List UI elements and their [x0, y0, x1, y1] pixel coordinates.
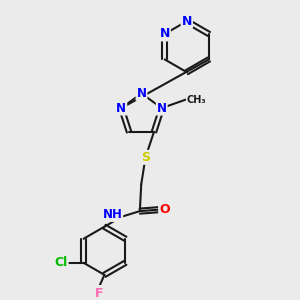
- Text: N: N: [136, 87, 146, 100]
- Text: O: O: [159, 203, 170, 216]
- Text: N: N: [116, 102, 126, 115]
- Text: CH₃: CH₃: [187, 94, 206, 105]
- Text: N: N: [182, 15, 192, 28]
- Text: N: N: [160, 28, 170, 40]
- Text: NH: NH: [102, 208, 122, 221]
- Text: N: N: [157, 102, 167, 115]
- Text: F: F: [94, 287, 103, 300]
- Text: Cl: Cl: [54, 256, 68, 269]
- Text: S: S: [141, 151, 150, 164]
